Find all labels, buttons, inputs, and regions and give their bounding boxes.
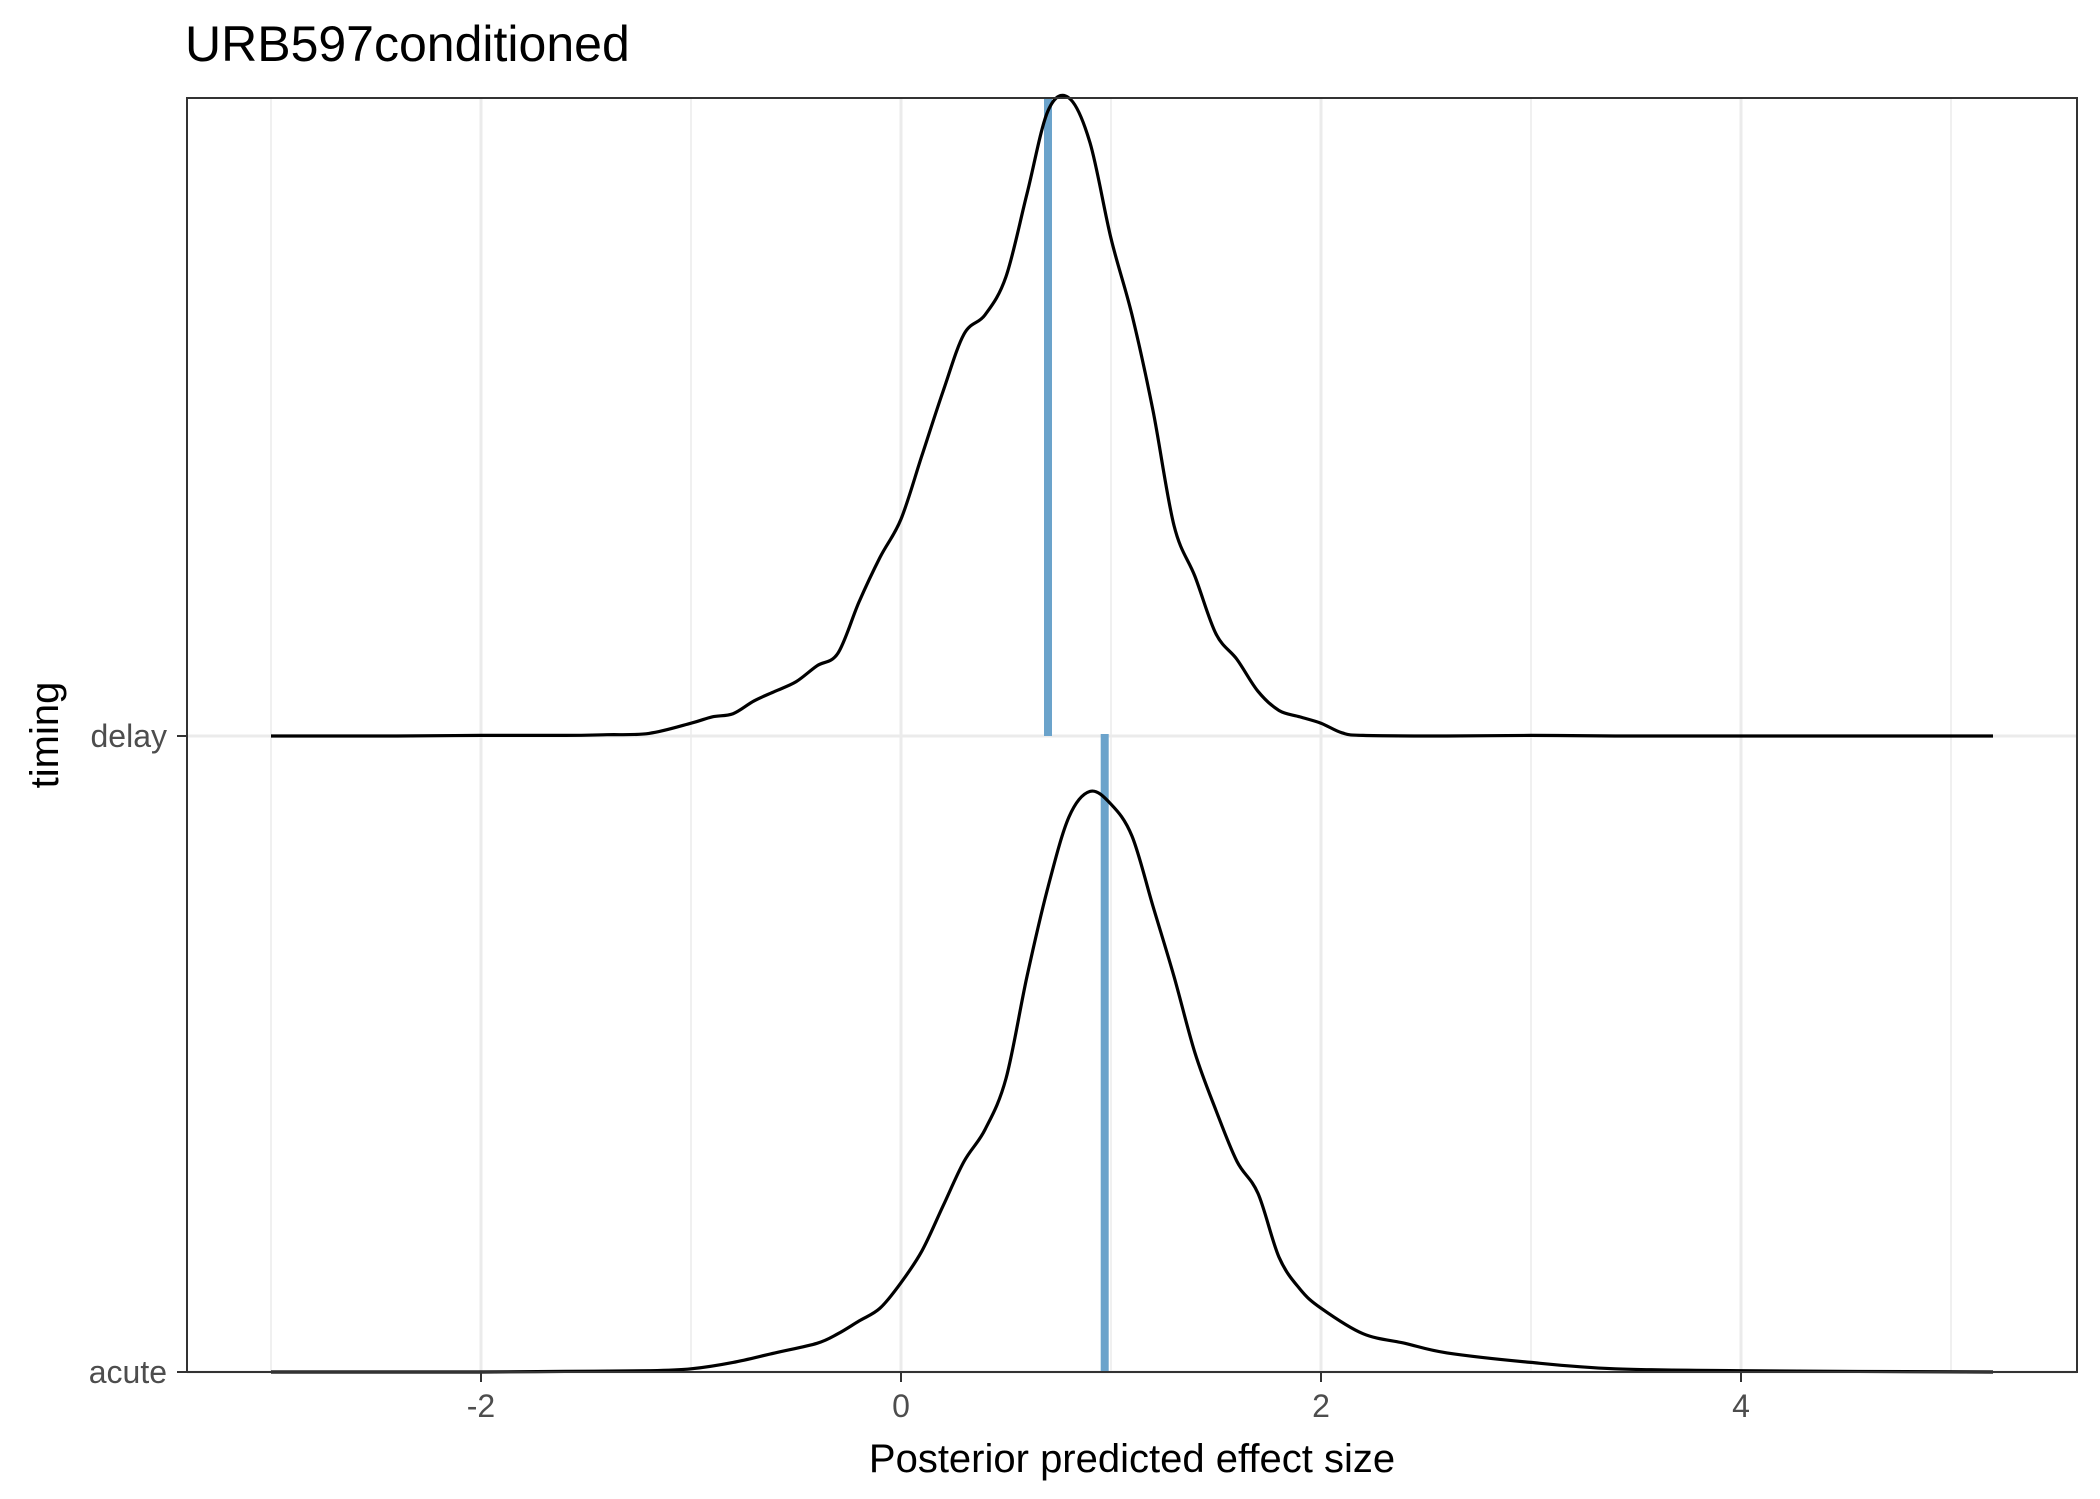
x-tick-label: 2: [1312, 1388, 1330, 1424]
y-axis-title: timing: [23, 682, 67, 789]
x-tick-label: -2: [467, 1388, 495, 1424]
x-tick-label: 4: [1732, 1388, 1750, 1424]
density-curve-acute: [271, 789, 1994, 1374]
y-tick-label-delay: delay: [91, 718, 168, 754]
chart-title: URB597conditioned: [185, 16, 630, 72]
axes: -2 0 2 4 acute delay: [89, 718, 1750, 1424]
y-tick-label-acute: acute: [89, 1354, 167, 1390]
x-axis-title: Posterior predicted effect size: [869, 1437, 1395, 1481]
series-layer: [271, 93, 1994, 1374]
density-curve-delay: [271, 93, 1993, 738]
x-tick-label: 0: [892, 1388, 910, 1424]
